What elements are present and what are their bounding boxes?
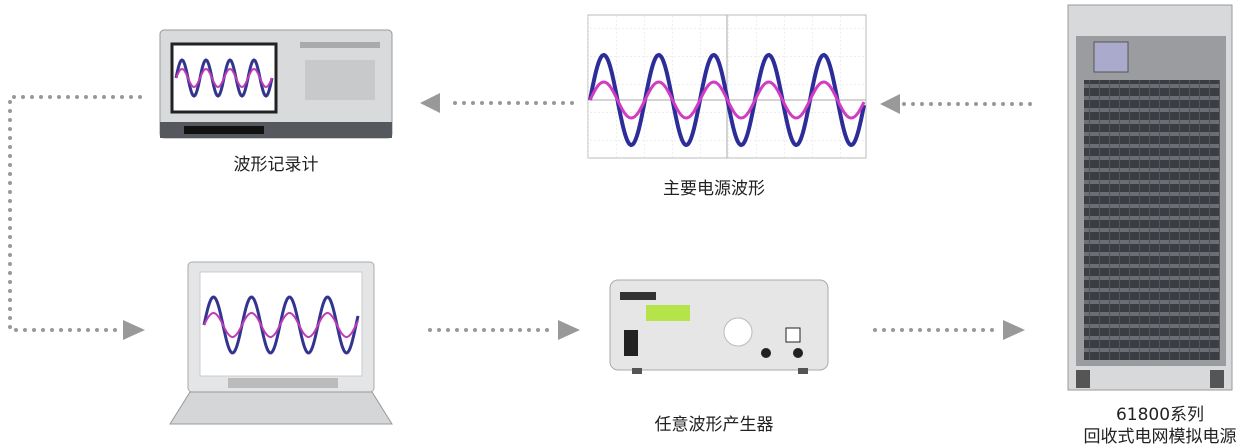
node-label: 主要电源波形 (663, 179, 765, 199)
node-model: 61800系列 (1115, 405, 1205, 425)
laptop (169, 261, 393, 425)
node-label: 回收式电网模拟电源 (1083, 427, 1237, 446)
node-label: 任意波形产生器 (654, 415, 774, 435)
awg (609, 279, 829, 374)
waveform-display (587, 14, 867, 159)
arrowheads (123, 93, 1025, 340)
connectors (8, 95, 1032, 332)
grid-simulator (1067, 4, 1233, 391)
recorder (159, 29, 393, 139)
node-label: 波形记录计 (233, 155, 319, 175)
